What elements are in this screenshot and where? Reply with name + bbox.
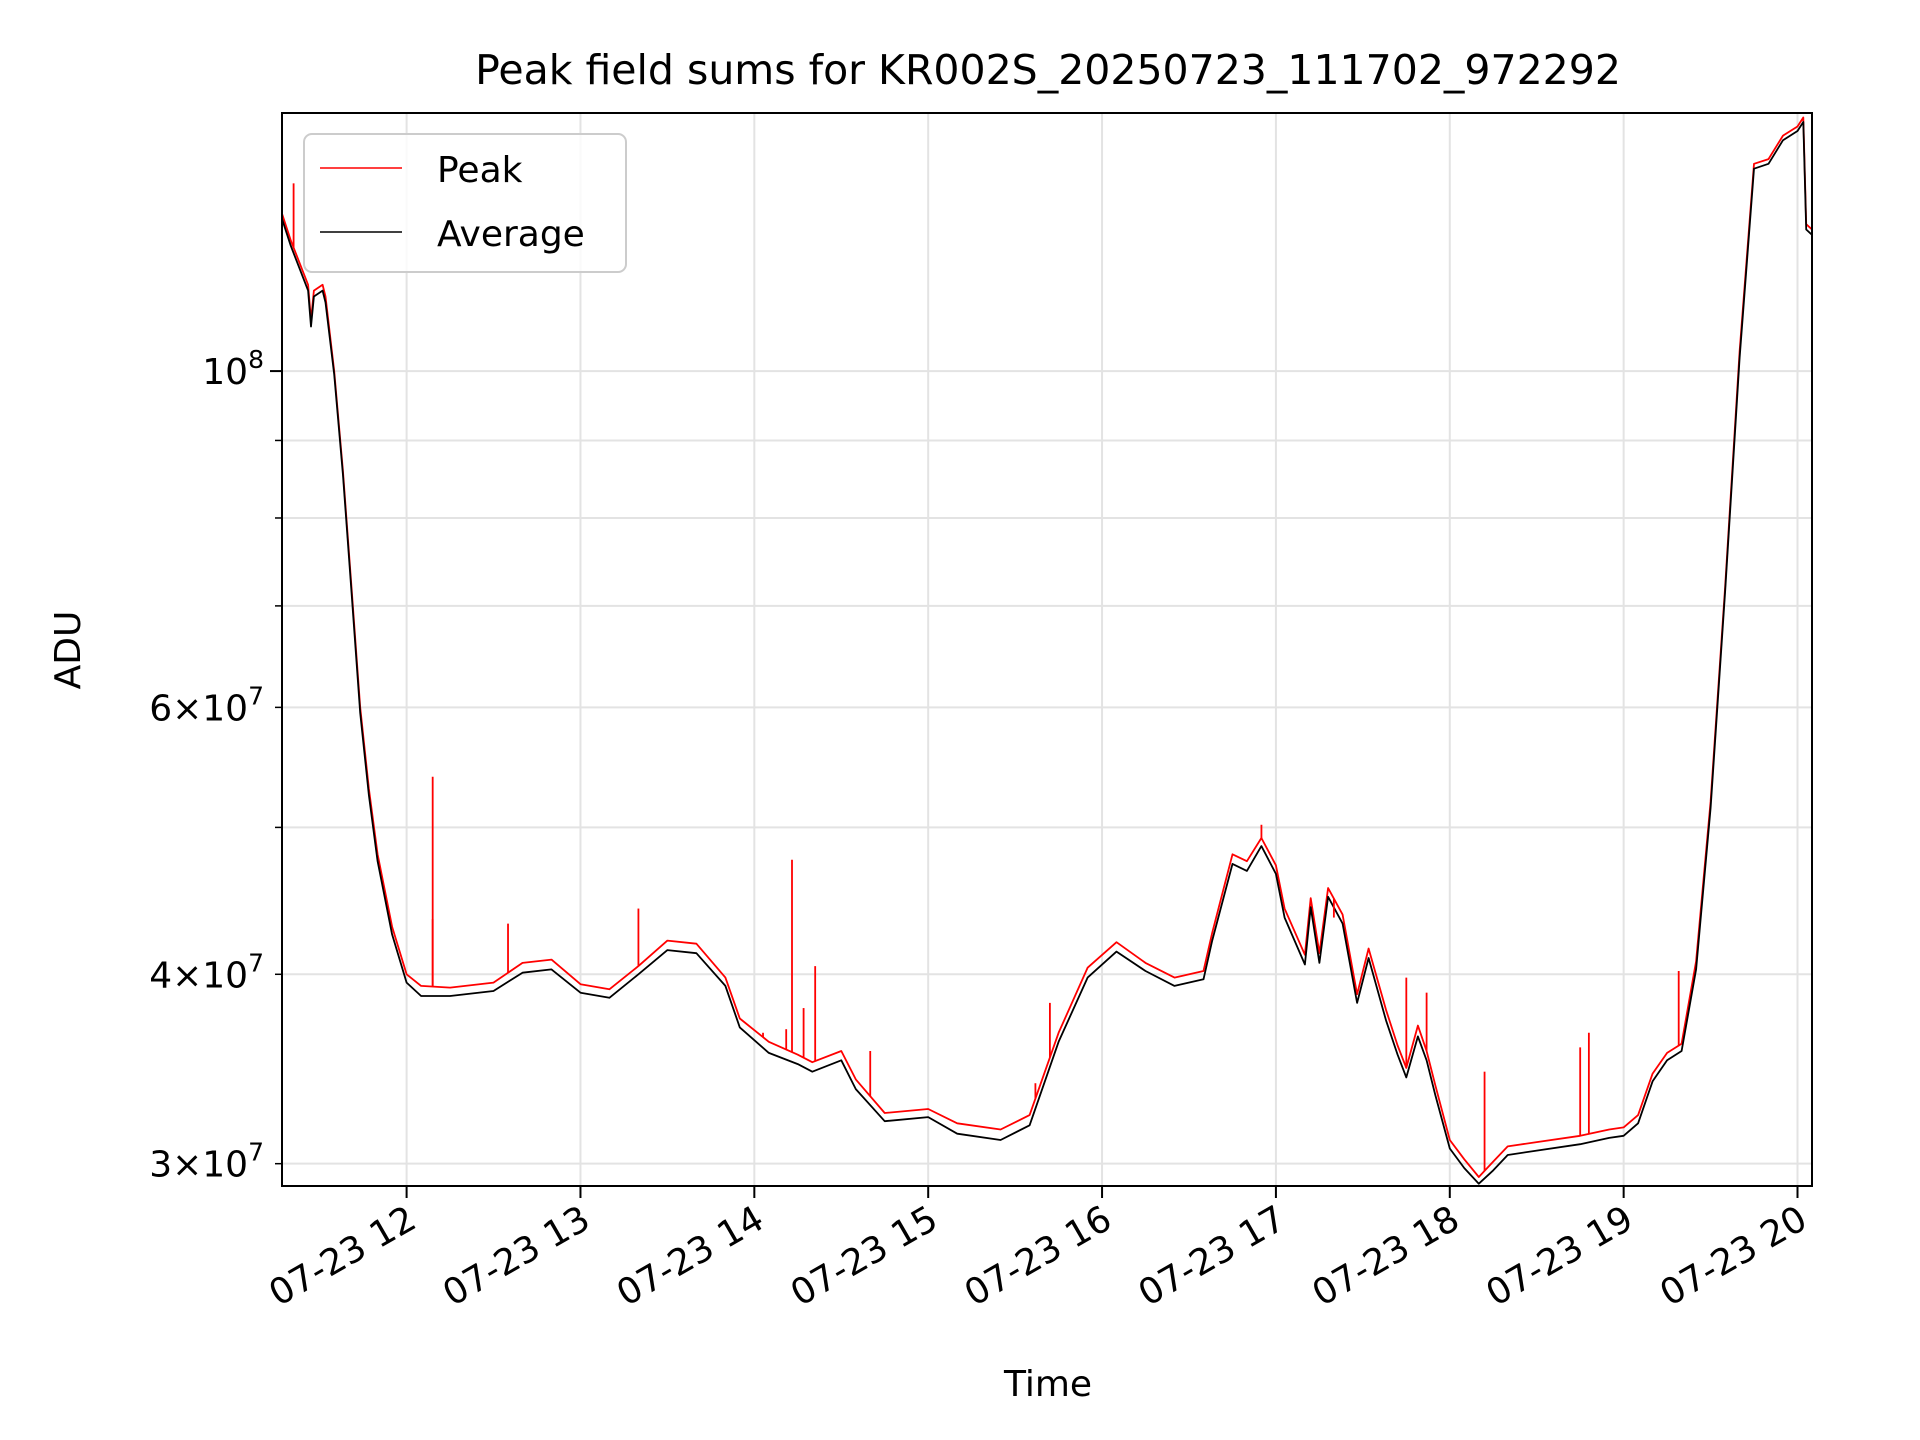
y-tick-label: 6×107 (149, 681, 264, 729)
y-tick-label: 108 (202, 345, 264, 393)
series-layer (282, 116, 1812, 1185)
legend-average-label: Average (437, 214, 585, 255)
y-axis-label: ADU (48, 611, 89, 690)
y-tick-label: 3×107 (149, 1138, 264, 1186)
legend-peak-label: Peak (437, 150, 523, 191)
y-tick-label: 4×107 (149, 948, 264, 996)
grid (282, 113, 1812, 1186)
legend: Peak Average (303, 133, 627, 273)
chart-title: Peak field sums for KR002S_20250723_1117… (475, 46, 1621, 94)
axes-frame (281, 112, 1813, 1187)
series-line-peak (282, 116, 1812, 1178)
series-line-average (282, 121, 1812, 1185)
x-axis-label: Time (1003, 1364, 1092, 1405)
plot-area (282, 116, 1812, 1185)
